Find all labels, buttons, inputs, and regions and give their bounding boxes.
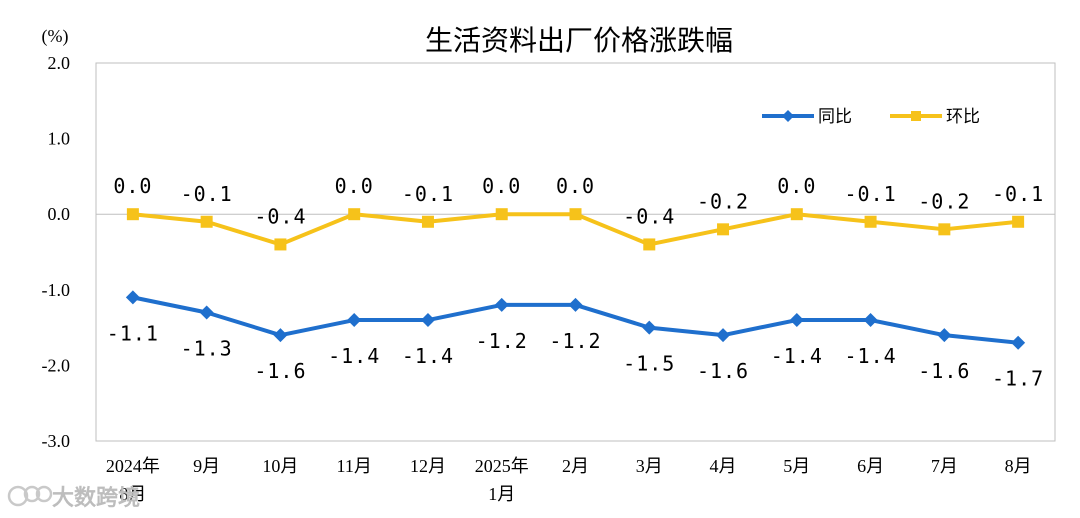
y-axis: 2.0 1.0 0.0 -1.0 -2.0 -3.0 — [42, 53, 71, 451]
y-tick-label: -2.0 — [42, 355, 71, 375]
data-point-mom — [864, 215, 877, 228]
x-axis: 2024年 8月 9月 10月 11月 12月 2025年 1月 2月 3月 4月 5月 6月 7月 8月 — [106, 456, 1032, 504]
data-point-yoy — [1011, 335, 1026, 350]
data-label-mom: 0.0 — [482, 174, 521, 198]
data-label-mom: -0.1 — [844, 182, 896, 206]
data-label-yoy: -1.2 — [549, 329, 601, 353]
y-tick-label: -1.0 — [42, 280, 71, 300]
data-labels: -1.1 -1.3 -1.6 -1.4 -1.4 -1.2 -1.2 -1.5 -1.6 -1.4… — [107, 174, 1044, 391]
data-point-yoy — [642, 320, 657, 335]
x-tick-label: 2024年 — [106, 456, 160, 476]
data-point-mom — [938, 223, 951, 236]
data-label-yoy: -1.6 — [254, 359, 306, 383]
x-tick-label: 2月 — [562, 456, 589, 476]
y-tick-label: 2.0 — [48, 53, 71, 73]
x-tick-label: 8月 — [119, 484, 146, 504]
data-label-mom: 0.0 — [335, 174, 374, 198]
legend: 同比 环比 — [762, 107, 980, 127]
legend-marker-yoy — [782, 110, 794, 122]
data-label-mom: 0.0 — [777, 174, 816, 198]
data-point-mom — [1012, 215, 1025, 228]
data-point-yoy — [568, 297, 583, 312]
data-label-yoy: -1.2 — [476, 329, 528, 353]
data-label-mom: 0.0 — [556, 174, 595, 198]
x-tick-label: 3月 — [636, 456, 663, 476]
series-layer — [125, 208, 1026, 350]
data-point-yoy — [273, 328, 288, 343]
chart-title: 生活资料出厂价格涨跌幅 — [425, 24, 733, 57]
data-label-mom: -0.2 — [918, 189, 970, 213]
x-tick-label: 1月 — [488, 484, 515, 504]
data-label-mom: 0.0 — [113, 174, 152, 198]
data-point-yoy — [937, 328, 952, 343]
legend-marker-mom — [911, 111, 921, 121]
x-tick-label: 5月 — [783, 456, 810, 476]
x-tick-label: 2025年 — [475, 456, 529, 476]
data-label-yoy: -1.6 — [697, 359, 749, 383]
data-point-mom — [790, 208, 803, 221]
y-unit-label: (%) — [42, 26, 69, 47]
data-label-mom: -0.4 — [623, 204, 675, 228]
data-label-yoy: -1.4 — [402, 344, 454, 368]
data-point-mom — [421, 215, 434, 228]
x-tick-label: 11月 — [337, 456, 372, 476]
data-point-mom — [126, 208, 139, 221]
x-tick-label: 4月 — [710, 456, 737, 476]
data-label-yoy: -1.7 — [992, 367, 1044, 391]
data-point-yoy — [716, 328, 731, 343]
watermark: 大数跨境 — [7, 485, 140, 511]
data-point-mom — [348, 208, 361, 221]
watermark-text: 大数跨境 — [52, 485, 140, 511]
watermark-logo-icon — [7, 485, 53, 507]
data-label-yoy: -1.4 — [844, 344, 896, 368]
data-point-yoy — [125, 290, 140, 305]
data-point-yoy — [494, 297, 509, 312]
data-point-yoy — [347, 313, 362, 328]
data-label-mom: -0.2 — [697, 189, 749, 213]
data-point-mom — [643, 238, 656, 251]
data-label-yoy: -1.6 — [918, 359, 970, 383]
data-point-yoy — [420, 313, 435, 328]
legend-label-yoy: 同比 — [818, 107, 852, 127]
data-point-yoy — [789, 313, 804, 328]
data-label-mom: -0.1 — [402, 182, 454, 206]
data-label-mom: -0.1 — [181, 182, 233, 206]
x-tick-label: 9月 — [193, 456, 220, 476]
data-label-mom: -0.4 — [254, 204, 306, 228]
data-label-yoy: -1.3 — [181, 336, 233, 360]
data-point-mom — [274, 238, 287, 251]
data-label-mom: -0.1 — [992, 182, 1044, 206]
data-point-mom — [495, 208, 508, 221]
x-tick-label: 7月 — [931, 456, 958, 476]
data-label-yoy: -1.1 — [107, 321, 159, 345]
data-label-yoy: -1.4 — [771, 344, 823, 368]
legend-label-mom: 环比 — [946, 107, 980, 127]
data-point-yoy — [199, 305, 214, 320]
y-tick-label: 0.0 — [48, 204, 71, 224]
x-tick-label: 12月 — [410, 456, 446, 476]
y-tick-label: 1.0 — [48, 129, 71, 149]
plot-area — [95, 62, 1056, 442]
data-label-yoy: -1.4 — [328, 344, 380, 368]
x-tick-label: 8月 — [1005, 456, 1032, 476]
x-tick-label: 6月 — [857, 456, 884, 476]
data-point-mom — [717, 223, 730, 236]
data-point-mom — [569, 208, 582, 221]
y-tick-label: -3.0 — [42, 431, 71, 451]
data-point-mom — [200, 215, 213, 228]
data-label-yoy: -1.5 — [623, 352, 675, 376]
data-point-yoy — [863, 313, 878, 328]
x-tick-label: 10月 — [262, 456, 298, 476]
